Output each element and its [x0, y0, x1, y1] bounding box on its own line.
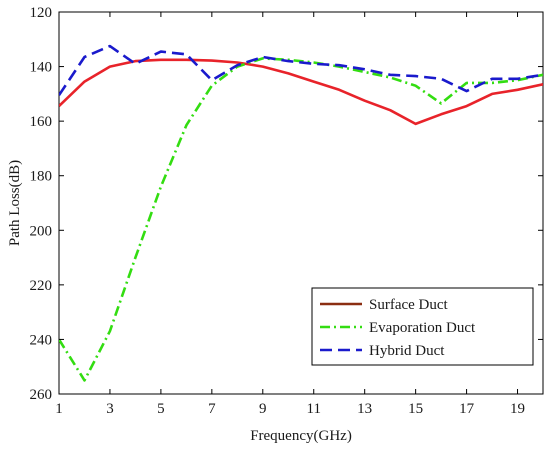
legend-label-surface-duct: Surface Duct	[369, 297, 449, 313]
x-tick-label: 15	[408, 401, 423, 417]
y-tick-label: 200	[30, 223, 53, 239]
x-tick-label: 11	[307, 401, 321, 417]
series-line-hybrid-duct	[59, 44, 543, 96]
y-tick-label: 160	[30, 114, 53, 130]
y-axis-label: Path Loss(dB)	[7, 160, 23, 246]
axis-labels: Frequency(GHz) Path Loss(dB)	[7, 160, 352, 444]
x-tick-label: 7	[208, 401, 216, 417]
legend-item-surface-duct: Surface Duct	[320, 297, 449, 313]
y-tick-label: 140	[30, 60, 53, 76]
y-tick-label: 220	[30, 278, 53, 294]
x-tick-label: 5	[157, 401, 165, 417]
x-tick-label: 3	[106, 401, 114, 417]
x-tick-label: 1	[55, 401, 63, 417]
legend-label-hybrid-duct: Hybrid Duct	[369, 343, 445, 359]
x-tick-label: 13	[357, 401, 372, 417]
legend-item-hybrid-duct: Hybrid Duct	[320, 343, 445, 359]
y-tick-label: 260	[30, 387, 53, 403]
legend-item-evaporation-duct: Evaporation Duct	[320, 320, 476, 336]
x-axis-label: Frequency(GHz)	[250, 428, 352, 444]
y-tick-label: 240	[30, 332, 53, 348]
legend: Surface Duct Evaporation Duct Hybrid Duc…	[311, 287, 534, 366]
legend-label-evaporation-duct: Evaporation Duct	[369, 320, 476, 336]
y-tick-label: 180	[30, 169, 53, 185]
series-lines	[59, 44, 543, 382]
x-tick-label: 9	[259, 401, 267, 417]
y-tick-label: 120	[30, 5, 53, 21]
x-tick-label: 19	[510, 401, 525, 417]
x-tick-label: 17	[459, 401, 475, 417]
